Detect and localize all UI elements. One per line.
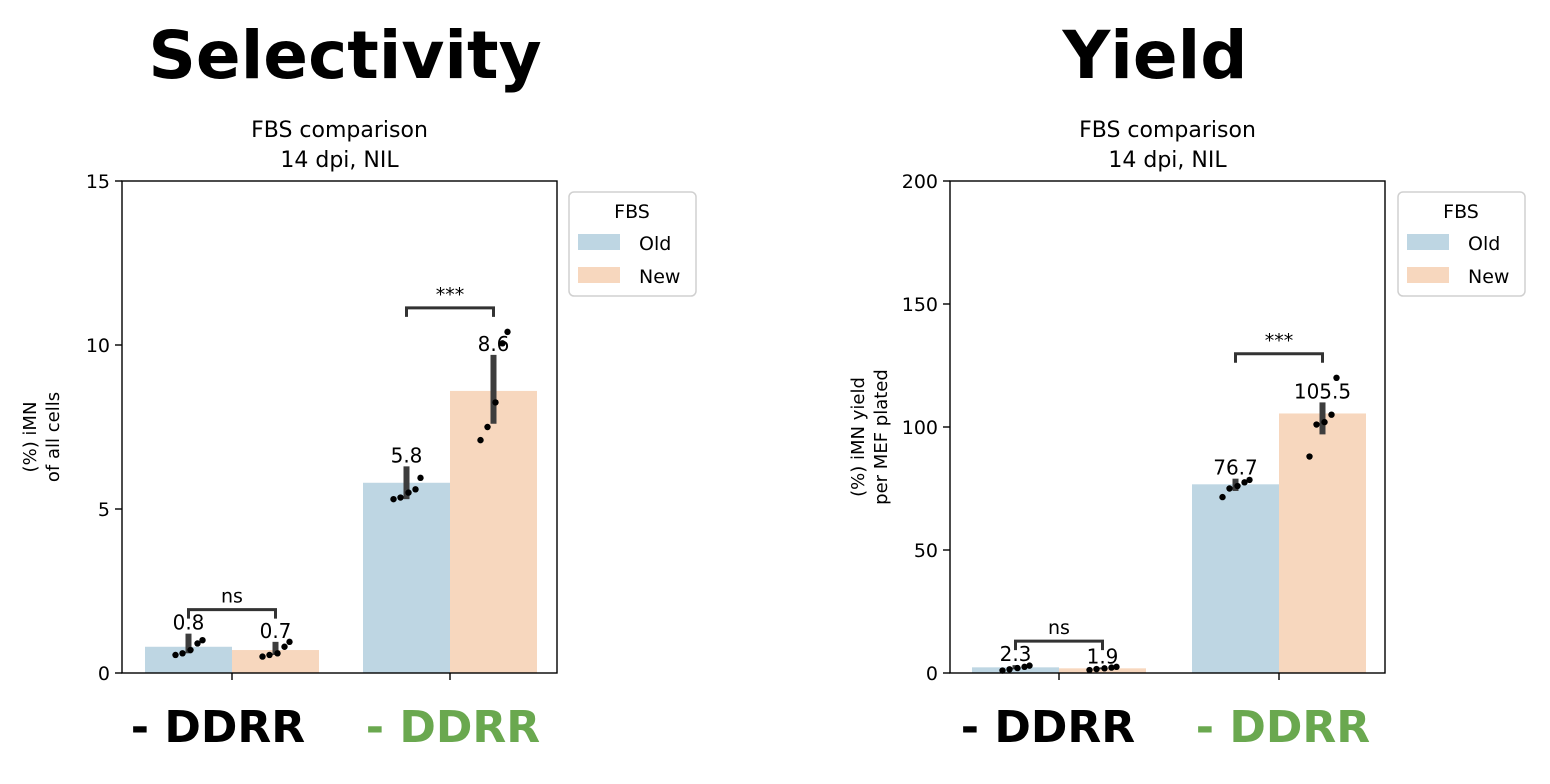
data-point — [499, 340, 506, 347]
data-point — [1321, 418, 1328, 426]
y-axis-label: (%) iMN yield — [848, 377, 869, 497]
category-label: - DDRR — [961, 702, 1135, 753]
data-point — [286, 638, 293, 646]
plot-frame — [121, 180, 558, 674]
y-tick-label: 0 — [98, 663, 110, 685]
y-tick-label: 5 — [98, 499, 110, 521]
y-tick-label: 150 — [902, 294, 938, 316]
significance-label: ns — [1048, 617, 1070, 639]
y-axis-label: per MEF plated — [871, 369, 892, 505]
panel-heading: Selectivity — [148, 17, 541, 94]
data-point — [1219, 493, 1226, 501]
data-label: 105.5 — [1294, 379, 1351, 403]
y-tick-label: 15 — [86, 171, 110, 193]
significance-label: ns — [221, 586, 243, 608]
data-point — [1306, 453, 1313, 460]
data-point — [1234, 482, 1241, 490]
y-axis-label: of all cells — [43, 392, 64, 482]
chart-title: FBS comparison — [251, 118, 428, 143]
significance-bracket — [1234, 352, 1324, 363]
data-point — [1328, 411, 1335, 418]
data-point — [504, 328, 511, 336]
data-point — [1313, 421, 1320, 428]
legend-swatch — [1407, 267, 1449, 283]
significance-label: *** — [1265, 330, 1294, 352]
data-point — [390, 495, 397, 503]
data-point — [412, 486, 419, 493]
bar-new — [232, 650, 319, 673]
panel-heading: Yield — [1061, 17, 1247, 94]
data-point — [172, 651, 179, 659]
significance-bracket — [1014, 639, 1104, 651]
y-tick-label: 200 — [902, 171, 938, 193]
y-axis-label: (%) iMN — [20, 402, 41, 473]
bar-old — [363, 482, 450, 673]
data-point — [397, 494, 404, 501]
y-tick-label: 0 — [926, 663, 938, 685]
data-point — [477, 436, 484, 444]
data-point — [417, 474, 424, 482]
legend-label: Old — [639, 233, 671, 255]
y-tick-label: 100 — [902, 417, 938, 439]
category-label: - DDRR — [131, 702, 305, 753]
data-point — [1026, 662, 1033, 669]
data-point — [1006, 666, 1013, 673]
data-label: 76.7 — [1213, 456, 1258, 480]
data-label: 0.7 — [260, 619, 292, 643]
data-point — [1108, 664, 1115, 671]
data-point — [194, 640, 201, 647]
significance-label: *** — [436, 284, 465, 306]
significance-bracket — [405, 306, 495, 317]
legend-title: FBS — [1443, 201, 1479, 223]
bar-new — [450, 390, 537, 673]
data-point — [1021, 663, 1028, 671]
data-point — [1014, 664, 1021, 672]
category-label: - DDRR — [366, 702, 540, 753]
data-point — [1086, 666, 1093, 674]
data-point — [999, 667, 1006, 674]
significance-bracket — [187, 608, 277, 619]
data-point — [1101, 665, 1108, 672]
bar-new — [1279, 413, 1366, 673]
legend-label: New — [1468, 266, 1509, 288]
data-label: 5.8 — [391, 443, 423, 467]
legend: FBS Old New — [1397, 191, 1526, 297]
data-point — [266, 651, 273, 659]
data-point — [1113, 663, 1120, 671]
y-tick-label: 50 — [914, 540, 938, 562]
data-point — [281, 643, 288, 650]
y-tick-label: 10 — [86, 335, 110, 357]
data-point — [187, 646, 194, 654]
data-point — [1241, 479, 1248, 486]
legend-swatch — [578, 267, 620, 283]
data-point — [1246, 476, 1253, 484]
chart-title: 14 dpi, NIL — [280, 148, 399, 173]
data-point — [1333, 374, 1340, 381]
category-label: - DDRR — [1196, 702, 1370, 753]
bar-old — [1192, 484, 1279, 673]
legend-title: FBS — [614, 201, 650, 223]
legend-swatch — [1407, 234, 1449, 250]
data-point — [405, 489, 412, 496]
chart-title: FBS comparison — [1079, 118, 1256, 143]
legend-swatch — [578, 234, 620, 250]
data-point — [492, 399, 499, 406]
data-point — [259, 653, 266, 660]
legend: FBS Old New — [568, 191, 697, 297]
data-point — [274, 650, 281, 657]
data-point — [1226, 485, 1233, 492]
data-label: 8.6 — [478, 332, 510, 356]
data-point — [1093, 665, 1100, 673]
legend-label: Old — [1468, 233, 1500, 255]
data-point — [199, 637, 206, 644]
data-point — [484, 423, 491, 431]
data-point — [179, 650, 186, 657]
chart-title: 14 dpi, NIL — [1108, 148, 1227, 173]
legend-label: New — [639, 266, 680, 288]
